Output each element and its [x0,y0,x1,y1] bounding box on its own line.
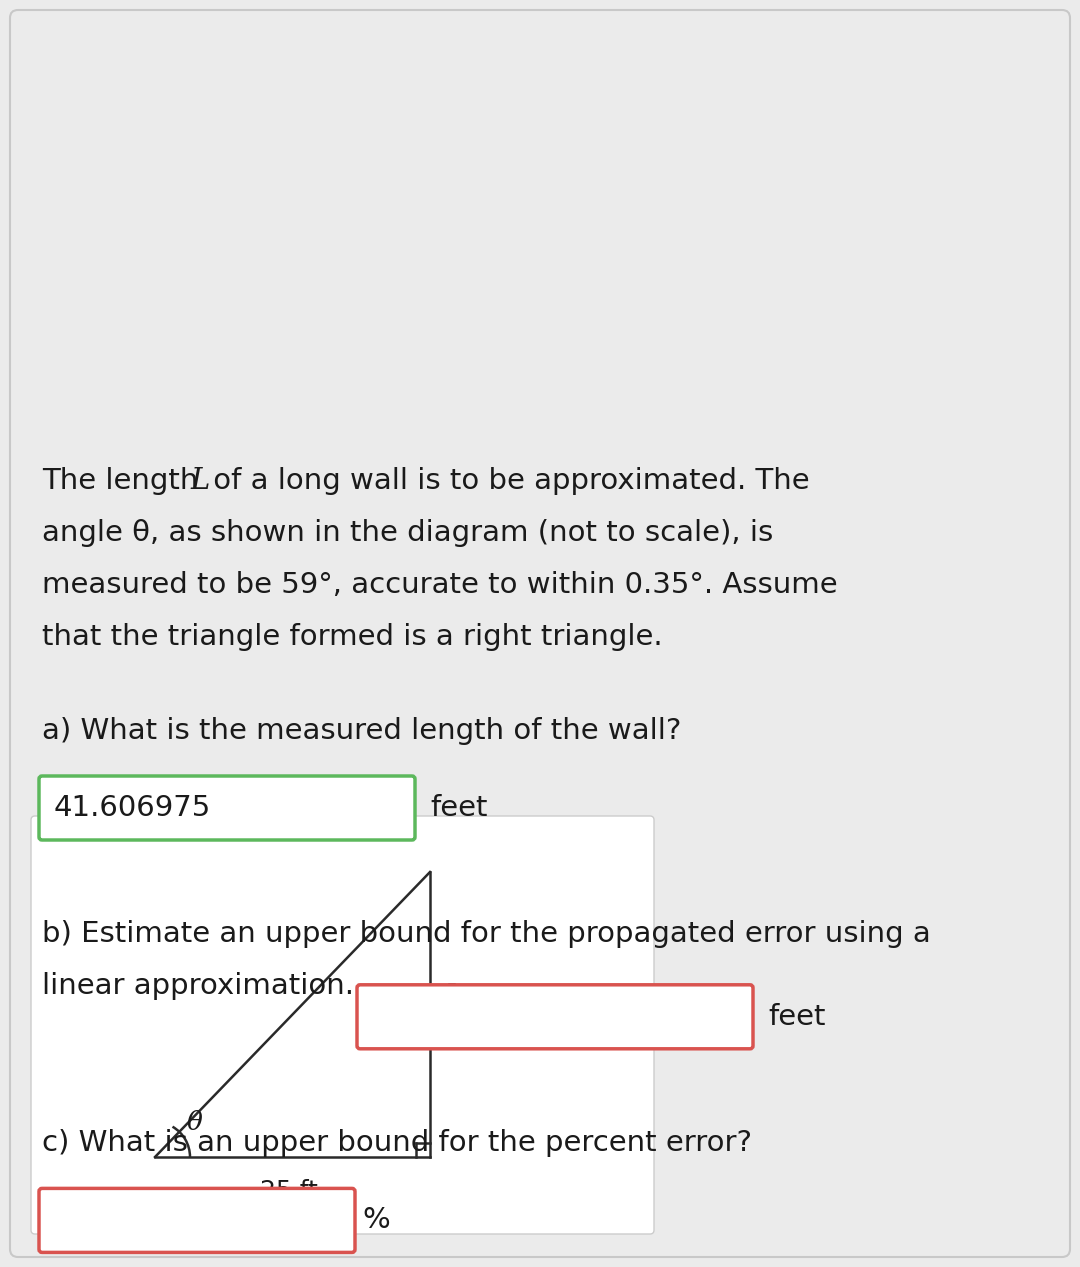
Text: linear approximation.: linear approximation. [42,972,354,1000]
FancyBboxPatch shape [10,10,1070,1257]
Text: b) Estimate an upper bound for the propagated error using a: b) Estimate an upper bound for the propa… [42,920,931,948]
Text: of a long wall is to be approximated. The: of a long wall is to be approximated. Th… [204,468,810,495]
Text: L: L [444,982,461,1007]
Text: θ: θ [187,1110,203,1135]
Text: a) What is the measured length of the wall?: a) What is the measured length of the wa… [42,717,681,745]
Text: The length: The length [42,468,207,495]
Text: angle θ, as shown in the diagram (not to scale), is: angle θ, as shown in the diagram (not to… [42,519,773,547]
Text: measured to be 59°, accurate to within 0.35°. Assume: measured to be 59°, accurate to within 0… [42,571,838,599]
FancyBboxPatch shape [39,775,415,840]
FancyBboxPatch shape [31,816,654,1234]
FancyBboxPatch shape [357,984,753,1049]
Text: feet: feet [430,794,487,822]
Text: that the triangle formed is a right triangle.: that the triangle formed is a right tria… [42,623,663,651]
Text: 41.606975: 41.606975 [54,794,212,822]
Text: %: % [362,1206,390,1234]
Text: c) What is an upper bound for the percent error?: c) What is an upper bound for the percen… [42,1129,752,1157]
Text: feet: feet [768,1002,825,1031]
FancyBboxPatch shape [39,1188,355,1252]
Text: 25 ft.: 25 ft. [259,1180,325,1202]
Text: L: L [190,468,210,495]
